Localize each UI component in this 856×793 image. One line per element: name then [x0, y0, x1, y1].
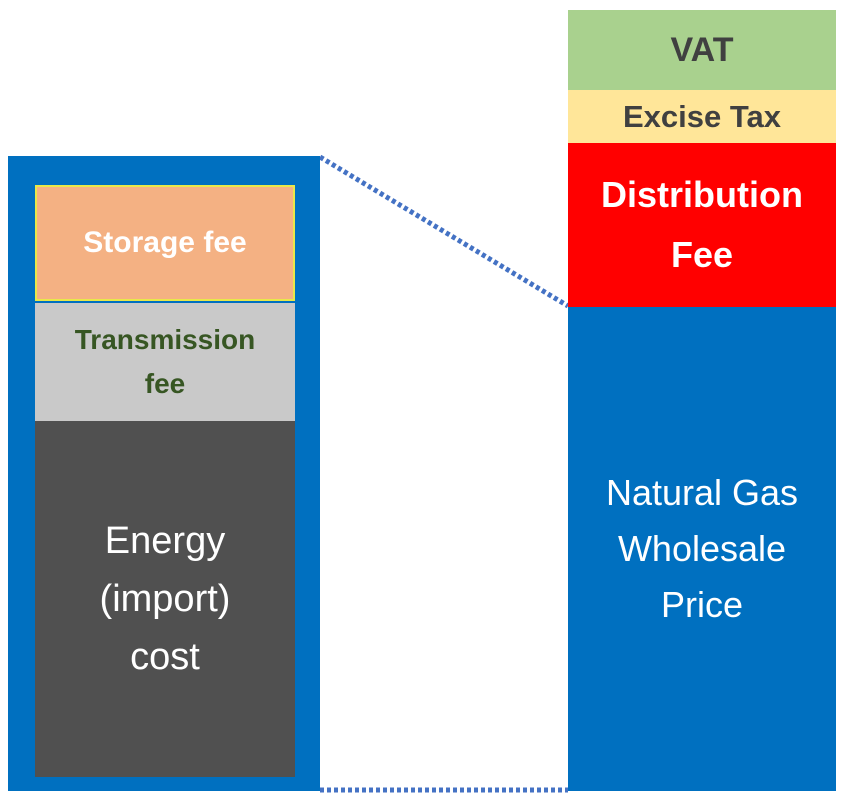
label: cost	[130, 636, 200, 678]
label: Transmission	[74, 324, 256, 355]
wholesale-price: Natural Gas Wholesale Price	[568, 307, 836, 791]
vat: VAT	[568, 10, 836, 90]
connector-top	[318, 154, 570, 309]
excise-tax: Excise Tax	[568, 90, 836, 143]
label: VAT	[670, 30, 734, 69]
label: Price	[660, 584, 744, 625]
label: Wholesale	[617, 528, 787, 569]
distribution-fee: Distribution Fee	[568, 143, 836, 307]
label: Energy	[104, 520, 226, 562]
label: (import)	[99, 578, 231, 620]
label: Excise Tax	[623, 98, 781, 134]
label: Storage fee	[83, 226, 247, 259]
storage-fee: Storage fee	[35, 185, 295, 301]
label: Fee	[670, 234, 734, 275]
label: Natural Gas	[605, 472, 799, 513]
energy-cost: Energy (import) cost	[35, 421, 295, 777]
label: fee	[144, 368, 186, 399]
label: Distribution	[601, 174, 803, 215]
transmission-fee: Transmission fee	[35, 303, 295, 421]
